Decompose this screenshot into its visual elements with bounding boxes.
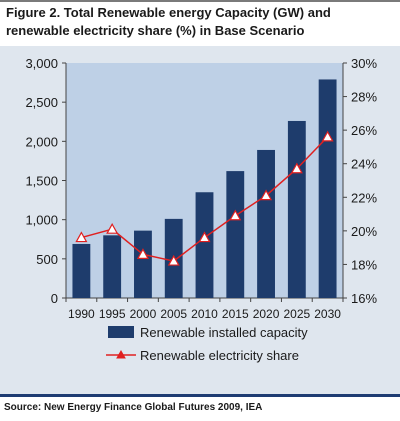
left-tick-label: 500: [36, 252, 58, 267]
x-tick-label: 2010: [191, 307, 218, 321]
x-tick-label: 2015: [222, 307, 249, 321]
legend-line-marker: [116, 349, 126, 359]
left-tick-label: 2,000: [25, 134, 58, 149]
right-tick-label: 16%: [351, 291, 377, 306]
bar: [287, 120, 306, 298]
left-tick-label: 1,000: [25, 213, 58, 228]
x-tick-label: 1995: [99, 307, 126, 321]
right-tick-label: 22%: [351, 190, 377, 205]
share-point: [75, 231, 88, 243]
share-point: [167, 254, 180, 266]
bar: [257, 149, 275, 298]
left-tick-label: 0: [51, 291, 58, 306]
right-tick-label: 30%: [351, 56, 377, 71]
bar: [134, 230, 152, 298]
bar: [226, 171, 245, 298]
right-tick-label: 26%: [351, 123, 377, 138]
bar: [103, 235, 122, 298]
right-tick-label: 20%: [351, 224, 377, 239]
source-note: Source: New Energy Finance Global Future…: [4, 402, 263, 413]
x-tick-label: 2020: [253, 307, 280, 321]
share-point: [321, 130, 334, 142]
left-tick-label: 3,000: [25, 56, 58, 71]
share-point: [136, 248, 149, 259]
x-tick-label: 2000: [130, 307, 157, 321]
right-tick-label: 28%: [351, 90, 377, 105]
source-rule: [0, 394, 400, 397]
left-tick-label: 2,500: [25, 95, 58, 110]
share-point: [106, 222, 119, 234]
x-tick-label: 2005: [160, 307, 187, 321]
right-tick-label: 24%: [351, 157, 377, 172]
share-point: [260, 189, 273, 201]
x-tick-label: 2030: [314, 307, 341, 321]
share-point: [198, 231, 211, 243]
share-point: [290, 162, 303, 174]
title-bar: Figure 2. Total Renewable energy Capacit…: [0, 0, 400, 46]
figure-title: Figure 2. Total Renewable energy Capacit…: [6, 5, 331, 38]
left-tick-label: 1,500: [25, 174, 58, 189]
legend-line-label: Renewable electricity share: [140, 348, 299, 363]
bar: [318, 79, 337, 298]
bar: [72, 243, 91, 298]
x-tick-label: 2025: [283, 307, 310, 321]
bar: [195, 192, 214, 298]
x-tick-label: 1990: [68, 307, 95, 321]
legend-bar-swatch: [108, 326, 134, 338]
share-point: [229, 209, 242, 221]
legend-bar-label: Renewable installed capacity: [140, 325, 308, 340]
right-tick-label: 18%: [351, 257, 377, 272]
